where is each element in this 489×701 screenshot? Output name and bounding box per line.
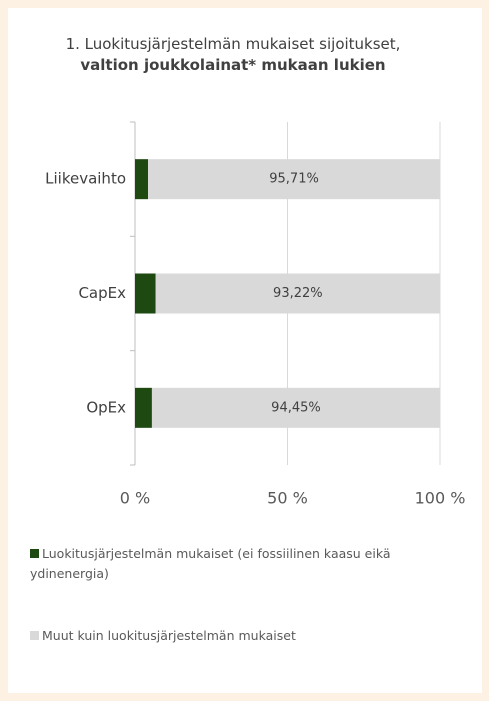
legend-label: Muut kuin luokitusjärjestelmän mukaiset	[42, 628, 296, 643]
x-tick-label: 50 %	[267, 489, 308, 508]
y-tick-label: Liikevaihto	[45, 170, 126, 188]
legend-label: Luokitusjärjestelmän mukaiset (ei fossii…	[30, 546, 391, 581]
x-tick-label: 0 %	[120, 489, 150, 508]
chart-panel: 1. Luokitusjärjestelmän mukaiset sijoitu…	[8, 8, 482, 693]
title-bold: valtion joukkolainat* mukaan lukien	[80, 56, 386, 74]
bar-segment	[148, 159, 440, 200]
legend-swatch	[30, 631, 39, 640]
title-text: 1. Luokitusjärjestelmän mukaiset sijoitu…	[65, 35, 401, 53]
y-tick-label: CapEx	[78, 284, 126, 302]
bar-segment	[151, 387, 441, 428]
bar-segment	[135, 273, 156, 314]
chart-title: 1. Luokitusjärjestelmän mukaiset sijoitu…	[63, 34, 403, 76]
legend-swatch	[30, 549, 39, 558]
legend-item: Muut kuin luokitusjärjestelmän mukaiset	[30, 626, 450, 646]
data-label: 93,22%	[273, 286, 323, 301]
bar-segment	[135, 159, 149, 200]
data-label: 94,45%	[271, 400, 321, 415]
data-label: 95,71%	[269, 172, 319, 187]
x-tick-label: 100 %	[415, 489, 466, 508]
bar-segment	[155, 273, 440, 314]
bar-segment	[135, 387, 152, 428]
y-tick-label: OpEx	[86, 398, 126, 416]
legend-item: Luokitusjärjestelmän mukaiset (ei fossii…	[30, 544, 450, 584]
chart: 0 %50 %100 %Liikevaihto4,29%95,71%CapEx6…	[45, 121, 466, 508]
